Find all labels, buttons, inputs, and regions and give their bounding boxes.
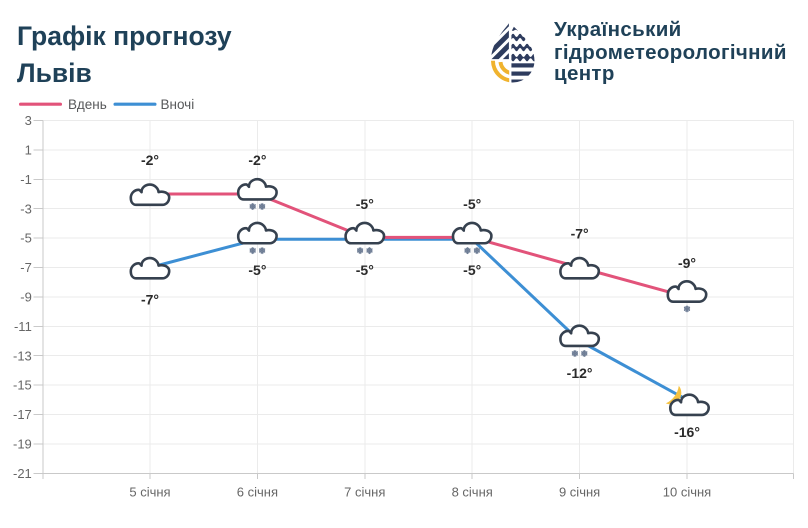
- svg-text:центр: центр: [554, 62, 615, 85]
- svg-text:-3: -3: [20, 201, 32, 216]
- svg-text:10 січня: 10 січня: [663, 485, 711, 500]
- svg-text:Вдень: Вдень: [68, 97, 107, 112]
- svg-text:-21: -21: [13, 466, 32, 481]
- svg-text:-5°: -5°: [463, 262, 481, 278]
- svg-text:-1: -1: [20, 172, 32, 187]
- svg-text:8 січня: 8 січня: [452, 485, 493, 500]
- svg-text:3: 3: [25, 113, 32, 128]
- svg-text:-5: -5: [20, 231, 32, 246]
- svg-text:Львів: Львів: [17, 58, 92, 88]
- svg-text:-13: -13: [13, 348, 32, 363]
- svg-text:-7: -7: [20, 260, 32, 275]
- svg-text:гідрометеорологічний: гідрометеорологічний: [554, 41, 787, 64]
- svg-text:5 січня: 5 січня: [129, 485, 170, 500]
- svg-text:-7°: -7°: [141, 292, 159, 308]
- svg-text:Вночі: Вночі: [161, 97, 195, 112]
- svg-text:-16°: -16°: [674, 424, 700, 440]
- svg-text:-5°: -5°: [356, 262, 374, 278]
- svg-text:-9°: -9°: [678, 255, 696, 271]
- svg-text:-17: -17: [13, 407, 32, 422]
- svg-text:-7°: -7°: [571, 226, 589, 242]
- svg-text:7 січня: 7 січня: [344, 485, 385, 500]
- svg-text:-9: -9: [20, 290, 32, 305]
- svg-text:Графік прогнозу: Графік прогнозу: [17, 21, 232, 51]
- svg-text:-5°: -5°: [248, 262, 266, 278]
- svg-text:1: 1: [25, 143, 32, 158]
- svg-text:-5°: -5°: [463, 196, 481, 212]
- svg-text:-11: -11: [14, 319, 32, 334]
- svg-text:-5°: -5°: [356, 196, 374, 212]
- svg-text:-2°: -2°: [248, 152, 266, 168]
- svg-text:Український: Український: [554, 18, 682, 41]
- svg-text:-12°: -12°: [567, 365, 593, 381]
- svg-text:9 січня: 9 січня: [559, 485, 600, 500]
- svg-text:-15: -15: [13, 378, 32, 393]
- svg-text:-19: -19: [13, 437, 32, 452]
- svg-text:-2°: -2°: [141, 152, 159, 168]
- svg-text:6 січня: 6 січня: [237, 485, 278, 500]
